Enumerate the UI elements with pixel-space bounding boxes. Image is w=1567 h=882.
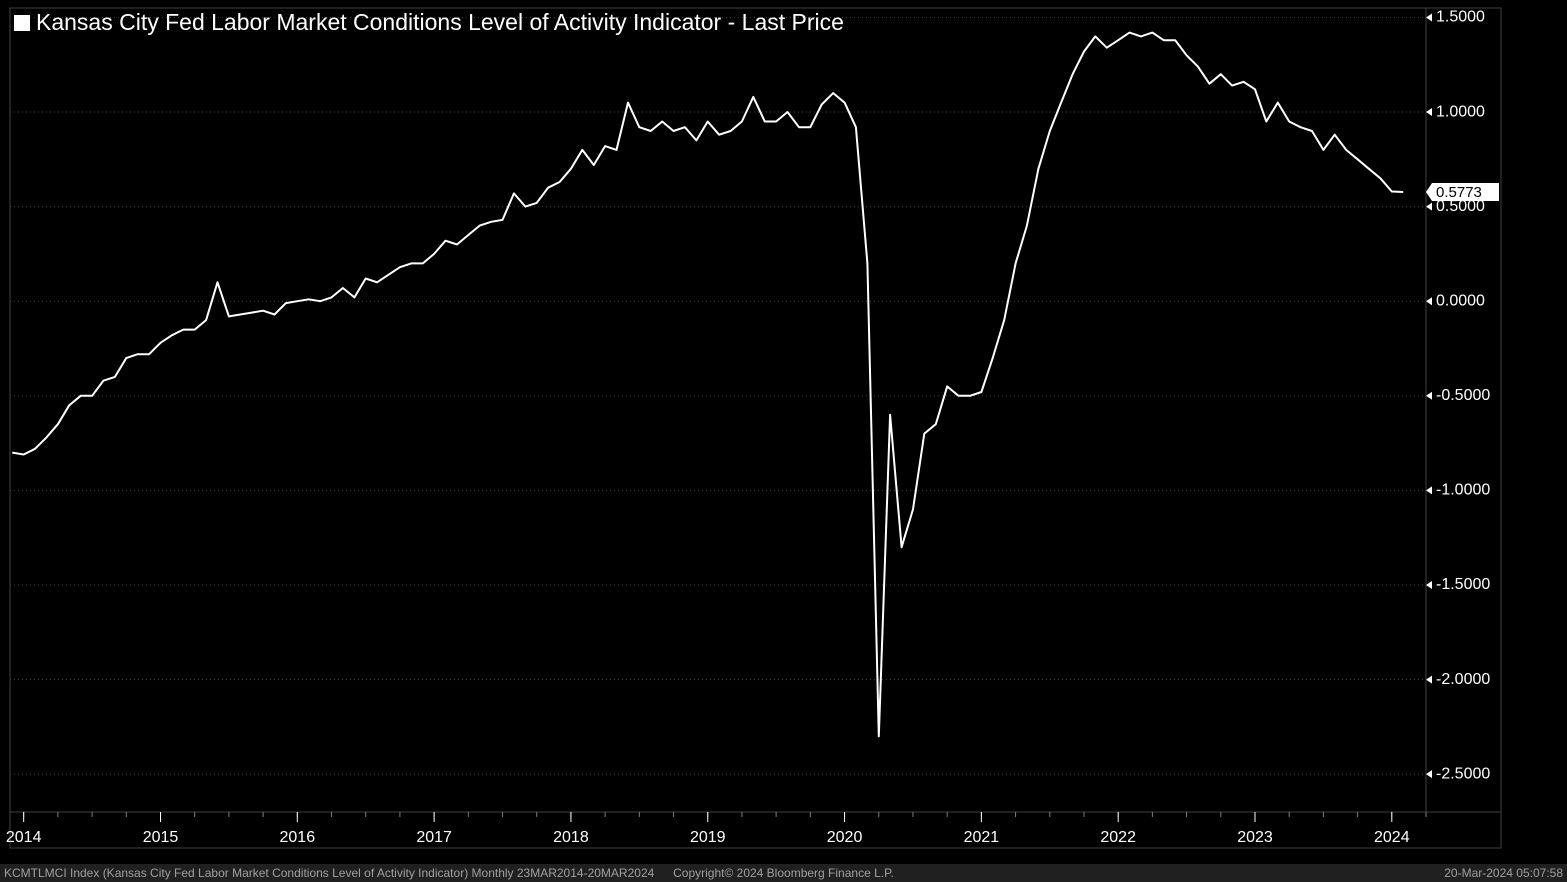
svg-text:-0.5000: -0.5000 [1436,387,1490,404]
svg-text:-1.5000: -1.5000 [1436,576,1490,593]
svg-text:2023: 2023 [1237,829,1273,846]
svg-text:2019: 2019 [690,829,726,846]
svg-text:2022: 2022 [1100,829,1136,846]
status-timestamp: 20-Mar-2024 05:07:58 [1444,864,1563,882]
legend-swatch-icon [14,15,30,31]
svg-text:2021: 2021 [964,829,1000,846]
svg-text:2020: 2020 [827,829,863,846]
legend-row: Kansas City Fed Labor Market Conditions … [14,10,844,35]
svg-text:0.0000: 0.0000 [1436,292,1485,309]
svg-text:-1.0000: -1.0000 [1436,482,1490,499]
status-copyright: Copyright© 2024 Bloomberg Finance L.P. [673,864,894,882]
svg-text:2024: 2024 [1374,829,1410,846]
svg-text:0.5773: 0.5773 [1436,184,1482,201]
svg-text:-2.5000: -2.5000 [1436,765,1490,782]
status-bar: KCMTLMCI Index (Kansas City Fed Labor Ma… [0,864,1567,882]
svg-text:-2.0000: -2.0000 [1436,671,1490,688]
svg-text:2016: 2016 [280,829,316,846]
svg-text:2018: 2018 [553,829,589,846]
svg-text:1.5000: 1.5000 [1436,9,1485,26]
svg-text:1.0000: 1.0000 [1436,103,1485,120]
svg-text:2015: 2015 [143,829,179,846]
price-chart: 1.50001.00000.50000.0000-0.5000-1.0000-1… [0,0,1567,864]
legend-text: Kansas City Fed Labor Market Conditions … [36,10,844,35]
svg-text:2014: 2014 [6,829,42,846]
status-left: KCMTLMCI Index (Kansas City Fed Labor Ma… [4,864,654,882]
svg-text:2017: 2017 [416,829,452,846]
